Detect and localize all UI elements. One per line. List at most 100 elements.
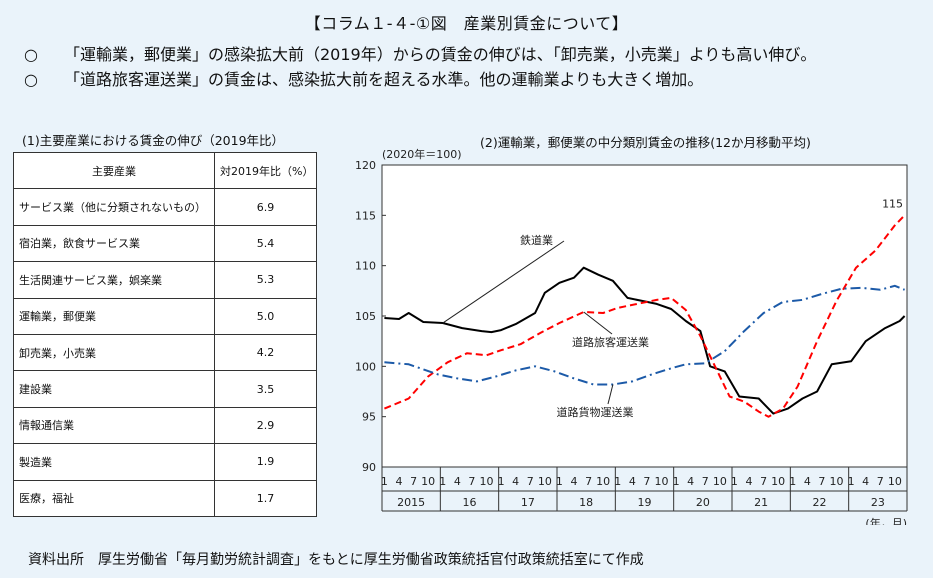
series-label: 鉄道業 bbox=[520, 233, 553, 247]
table-row: 情報通信業 2.9 bbox=[13, 406, 317, 445]
bullet-item: ○ 「道路旅客運送業」の賃金は、感染拡大前を超える水準。他の運輸業よりも大きく増… bbox=[24, 69, 914, 91]
y-tick-label: 115 bbox=[355, 209, 376, 222]
series-label: 道路貨物運送業 bbox=[557, 405, 634, 419]
x-axis-unit: (年，月) bbox=[865, 516, 907, 525]
industry-value: 5.3 bbox=[214, 261, 317, 299]
month-tick-label: 1 bbox=[848, 475, 855, 488]
month-tick-label: 7 bbox=[468, 475, 475, 488]
month-tick-label: 1 bbox=[498, 475, 505, 488]
table-subtitle: (1)主要産業における賃金の伸び（2019年比） bbox=[22, 133, 285, 148]
column-header-industry: 主要産業 bbox=[13, 151, 215, 190]
bullet-circle-icon: ○ bbox=[24, 45, 38, 64]
industry-value: 5.0 bbox=[214, 297, 317, 335]
table-row: 運輸業，郵便業 5.0 bbox=[13, 297, 317, 335]
industry-value: 5.4 bbox=[214, 224, 317, 263]
month-tick-label: 7 bbox=[877, 475, 884, 488]
bullet-text: 「運輸業，郵便業」の感染拡大前（2019年）からの賃金の伸びは、「卸売業，小売業… bbox=[64, 45, 817, 64]
chart-subtitle: (2)運輸業，郵便業の中分類別賃金の推移(12か月移動平均) bbox=[480, 135, 811, 150]
column-header-value: 対2019年比（%） bbox=[214, 151, 317, 190]
month-tick-label: 10 bbox=[830, 475, 844, 488]
series-label-leader bbox=[607, 384, 614, 405]
table-row: サービス業（他に分類されないもの） 6.9 bbox=[13, 188, 317, 226]
bullet-item: ○ 「運輸業，郵便業」の感染拡大前（2019年）からの賃金の伸びは、「卸売業，小… bbox=[24, 44, 914, 66]
industry-value: 4.2 bbox=[214, 333, 317, 372]
industry-value: 2.9 bbox=[214, 406, 317, 445]
month-tick-label: 1 bbox=[439, 475, 446, 488]
y-axis-label: (2020年＝100) bbox=[382, 147, 462, 161]
month-tick-label: 10 bbox=[713, 475, 727, 488]
series-label-leader bbox=[442, 240, 565, 324]
industry-value: 1.7 bbox=[214, 479, 317, 517]
month-tick-label: 4 bbox=[804, 475, 811, 488]
month-tick-label: 4 bbox=[512, 475, 519, 488]
month-tick-label: 4 bbox=[862, 475, 869, 488]
industry-name: 宿泊業，飲食サービス業 bbox=[13, 224, 215, 263]
industry-value: 6.9 bbox=[214, 188, 317, 226]
month-tick-label: 7 bbox=[410, 475, 417, 488]
industry-name: 運輸業，郵便業 bbox=[13, 297, 215, 335]
plot-area bbox=[381, 164, 908, 468]
month-tick-label: 1 bbox=[731, 475, 738, 488]
month-tick-label: 7 bbox=[702, 475, 709, 488]
table-row: 卸売業，小売業 4.2 bbox=[13, 333, 317, 372]
year-tick-label: 22 bbox=[813, 496, 827, 509]
source-note: 資料出所 厚生労働省「毎月勤労統計調査」をもとに厚生労働省政策統括官付政策統括室… bbox=[28, 552, 644, 568]
month-tick-label: 7 bbox=[760, 475, 767, 488]
series-line-3 bbox=[384, 284, 905, 386]
month-tick-label: 1 bbox=[381, 475, 388, 488]
month-tick-label: 1 bbox=[789, 475, 796, 488]
year-tick-label: 19 bbox=[638, 496, 652, 509]
month-tick-label: 10 bbox=[538, 475, 552, 488]
industry-value: 3.5 bbox=[214, 370, 317, 408]
bullet-text: 「道路旅客運送業」の賃金は、感染拡大前を超える水準。他の運輸業よりも大きく増加。 bbox=[64, 70, 704, 89]
month-tick-label: 1 bbox=[673, 475, 680, 488]
series-label: 道路旅客運送業 bbox=[572, 335, 649, 349]
industry-value: 1.9 bbox=[214, 443, 317, 481]
y-tick-label: 90 bbox=[362, 461, 376, 474]
month-tick-label: 4 bbox=[746, 475, 753, 488]
series-line-1 bbox=[384, 266, 906, 415]
industry-name: 医療，福祉 bbox=[13, 479, 215, 517]
year-tick-label: 21 bbox=[754, 496, 768, 509]
bullet-circle-icon: ○ bbox=[24, 70, 38, 89]
y-tick-label: 105 bbox=[355, 310, 376, 323]
industry-name: 卸売業，小売業 bbox=[13, 333, 215, 372]
end-value-label: 115 bbox=[882, 197, 903, 210]
y-tick-label: 95 bbox=[362, 411, 376, 424]
table-row: 建設業 3.5 bbox=[13, 370, 317, 408]
industry-name: 情報通信業 bbox=[13, 406, 215, 445]
industry-name: 生活関連サービス業，娯楽業 bbox=[13, 261, 215, 299]
series-label-leader bbox=[583, 311, 613, 335]
year-tick-label: 20 bbox=[696, 496, 710, 509]
year-tick-label: 23 bbox=[871, 496, 885, 509]
month-tick-label: 10 bbox=[888, 475, 902, 488]
month-tick-label: 1 bbox=[556, 475, 563, 488]
table-row: 医療，福祉 1.7 bbox=[13, 479, 317, 517]
month-tick-label: 4 bbox=[687, 475, 694, 488]
month-tick-label: 4 bbox=[629, 475, 636, 488]
industry-wage-table: 主要産業 対2019年比（%） サービス業（他に分類されないもの） 6.9 宿泊業… bbox=[13, 151, 317, 517]
year-tick-label: 16 bbox=[463, 496, 477, 509]
month-tick-label: 10 bbox=[771, 475, 785, 488]
year-tick-label: 2015 bbox=[397, 496, 425, 509]
month-tick-label: 4 bbox=[571, 475, 578, 488]
table-row: 生活関連サービス業，娯楽業 5.3 bbox=[13, 261, 317, 299]
month-tick-label: 10 bbox=[655, 475, 669, 488]
month-tick-label: 7 bbox=[643, 475, 650, 488]
month-tick-label: 7 bbox=[527, 475, 534, 488]
month-tick-label: 4 bbox=[454, 475, 461, 488]
summary-bullets: ○ 「運輸業，郵便業」の感染拡大前（2019年）からの賃金の伸びは、「卸売業，小… bbox=[24, 44, 914, 94]
y-tick-label: 100 bbox=[355, 360, 376, 373]
industry-name: 製造業 bbox=[13, 443, 215, 481]
month-tick-label: 1 bbox=[614, 475, 621, 488]
month-tick-label: 10 bbox=[596, 475, 610, 488]
month-tick-label: 10 bbox=[421, 475, 435, 488]
y-tick-label: 110 bbox=[355, 260, 376, 273]
table-header-row: 主要産業 対2019年比（%） bbox=[13, 151, 317, 190]
month-tick-label: 7 bbox=[818, 475, 825, 488]
industry-name: 建設業 bbox=[13, 370, 215, 408]
figure-title: 【コラム１-４-①図 産業別賃金について】 bbox=[304, 14, 629, 33]
year-tick-label: 17 bbox=[521, 496, 535, 509]
month-tick-label: 10 bbox=[480, 475, 494, 488]
